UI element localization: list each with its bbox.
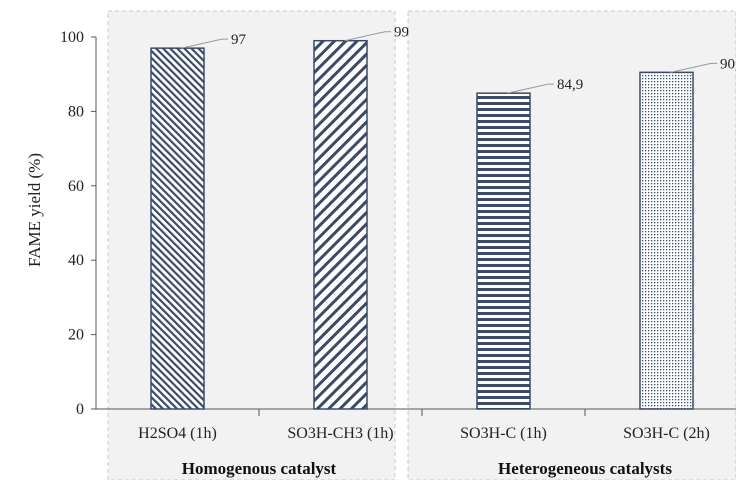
data-label-leader: [670, 62, 717, 73]
group-label-2: Heterogeneous catalysts: [498, 459, 672, 478]
data-label: 99: [394, 25, 409, 41]
y-tick-label: 60: [68, 178, 84, 195]
data-label-leader: [344, 31, 391, 42]
bar-4: [639, 71, 694, 410]
x-category-label: SO3H-C (1h): [460, 425, 547, 442]
bar-3: [476, 92, 531, 410]
data-label-leader: [181, 38, 228, 49]
group-label-1: Homogenous catalyst: [182, 459, 337, 478]
y-tick-label: 40: [68, 252, 84, 269]
y-tick-label: 20: [68, 327, 84, 344]
data-label: 90,5: [720, 56, 736, 72]
bar-2: [313, 39, 368, 410]
y-axis-label: FAME yield (%): [25, 153, 44, 267]
data-label: 84,9: [557, 77, 583, 93]
x-category-label: SO3H-C (2h): [623, 425, 710, 442]
x-category-label: H2SO4 (1h): [138, 425, 217, 442]
y-tick-label: 0: [76, 401, 84, 418]
bar-1: [150, 47, 205, 410]
y-tick-label: 80: [68, 103, 84, 120]
data-label: 97: [231, 32, 247, 48]
x-category-label: SO3H-CH3 (1h): [287, 425, 393, 442]
data-label-leader: [507, 83, 554, 94]
y-tick-label: 100: [60, 29, 84, 46]
